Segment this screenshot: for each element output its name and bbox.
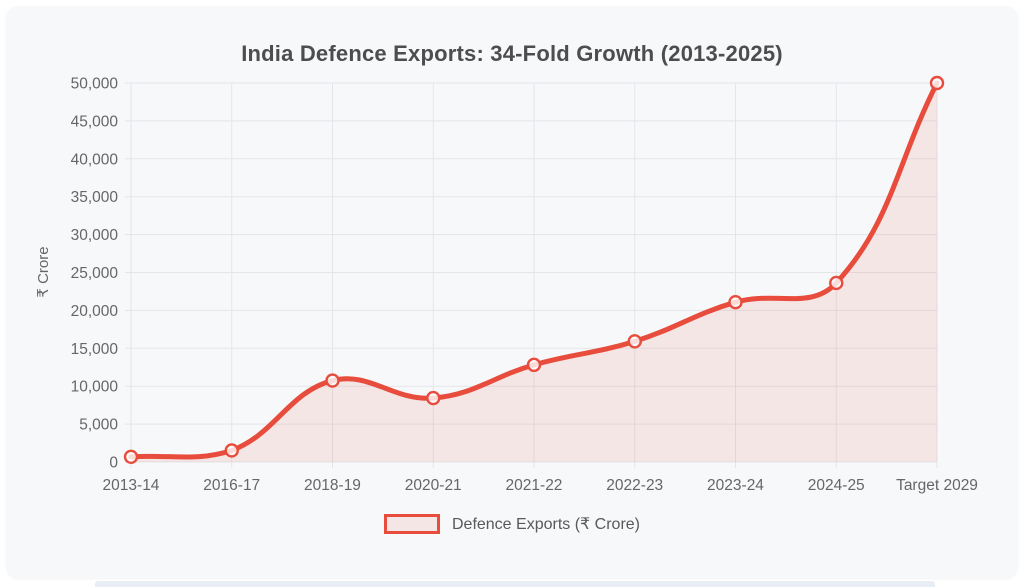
- y-tick-label: 10,000: [71, 379, 119, 396]
- x-tick-label: 2024-25: [808, 477, 865, 494]
- y-tick-label: 15,000: [71, 341, 119, 358]
- x-tick-label: 2020-21: [405, 477, 462, 494]
- data-point-marker[interactable]: [728, 294, 743, 310]
- data-point-marker[interactable]: [929, 75, 945, 91]
- y-tick-label: 5,000: [79, 417, 118, 434]
- data-point-marker[interactable]: [829, 275, 844, 291]
- y-tick-label: 45,000: [71, 113, 119, 130]
- series-area-fill: [131, 83, 937, 462]
- y-tick-label: 30,000: [71, 227, 119, 244]
- data-point-marker[interactable]: [325, 373, 340, 388]
- y-tick-label: 0: [109, 455, 118, 472]
- gridlines: [125, 82, 938, 468]
- data-point-marker[interactable]: [224, 443, 239, 458]
- data-point-marker[interactable]: [426, 390, 441, 406]
- data-point-marker[interactable]: [123, 449, 139, 465]
- x-tick-label: 2023-24: [707, 477, 764, 494]
- x-tick-label: 2018-19: [304, 477, 361, 494]
- y-tick-label: 35,000: [71, 189, 119, 206]
- y-tick-label: 20,000: [71, 303, 119, 320]
- x-tick-label: 2013-14: [103, 477, 160, 494]
- x-tick-label: 2021-22: [506, 477, 563, 494]
- data-point-marker[interactable]: [627, 334, 642, 349]
- legend-swatch: [383, 514, 440, 534]
- y-tick-label: 25,000: [71, 265, 119, 282]
- next-section-peek: [95, 581, 935, 587]
- data-point-markers: [123, 75, 945, 465]
- x-tick-label: Target 2029: [896, 477, 978, 494]
- legend-item-defence-exports[interactable]: Defence Exports (₹ Crore): [0, 514, 1024, 534]
- x-tick-label: 2022-23: [606, 477, 663, 494]
- data-point-marker[interactable]: [526, 357, 542, 373]
- chart-card: [6, 6, 1018, 578]
- chart-title: India Defence Exports: 34-Fold Growth (2…: [241, 41, 783, 66]
- legend-label: Defence Exports (₹ Crore): [451, 516, 640, 533]
- y-tick-label: 40,000: [71, 151, 119, 168]
- x-tick-label: 2016-17: [203, 477, 260, 494]
- y-tick-label: 50,000: [71, 76, 119, 93]
- axis-tick-labels: 0 5,000 10,000 15,000 20,000 25,000 30,000 35,0…: [71, 76, 978, 495]
